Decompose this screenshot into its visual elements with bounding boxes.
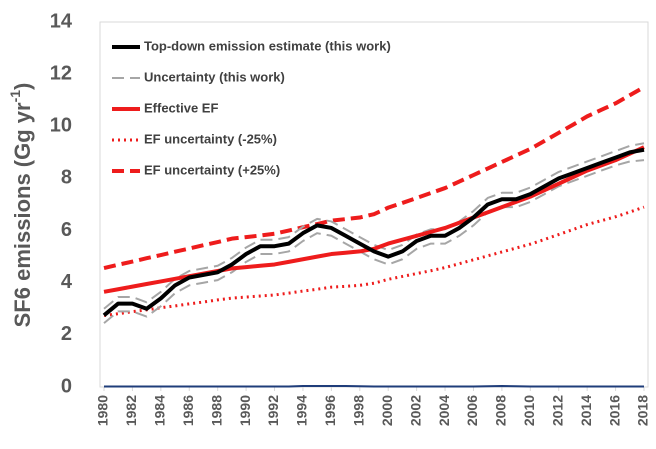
x-tick-label: 1998 bbox=[350, 395, 366, 426]
legend-label: Top-down emission estimate (this work) bbox=[144, 38, 391, 53]
y-axis-title: SF6 emissions (Gg yr-1) bbox=[7, 83, 35, 328]
x-tick-label: 2000 bbox=[379, 395, 395, 426]
y-tick-label: 6 bbox=[61, 219, 72, 241]
x-tick-label: 1980 bbox=[95, 395, 111, 426]
legend-label: Effective EF bbox=[144, 100, 218, 115]
x-tick-label: 2012 bbox=[549, 395, 565, 426]
x-tick-label: 2018 bbox=[635, 395, 651, 426]
x-tick-label: 1984 bbox=[152, 395, 168, 426]
x-tick-label: 2014 bbox=[578, 395, 594, 426]
legend-label: EF uncertainty (-25%) bbox=[144, 131, 277, 146]
y-title-end: ) bbox=[10, 83, 35, 90]
series-line bbox=[103, 142, 645, 310]
legend-label: Uncertainty (this work) bbox=[144, 69, 285, 84]
y-title-sup: -1 bbox=[7, 90, 23, 103]
y-tick-label: 10 bbox=[50, 115, 72, 137]
series-line bbox=[103, 85, 645, 271]
x-tick-label: 1982 bbox=[123, 395, 139, 426]
x-tick-label: 2010 bbox=[521, 395, 537, 426]
series-line bbox=[103, 159, 645, 324]
x-tick-label: 2016 bbox=[606, 395, 622, 426]
x-tick-label: 1986 bbox=[180, 395, 196, 426]
x-tick-label: 1994 bbox=[294, 395, 310, 426]
series-line bbox=[104, 384, 644, 388]
x-tick-label: 1992 bbox=[265, 395, 281, 426]
y-tick-label: 14 bbox=[50, 10, 73, 32]
series-line bbox=[102, 147, 645, 317]
legend-label: EF uncertainty (+25%) bbox=[144, 162, 280, 177]
x-tick-label: 2006 bbox=[464, 395, 480, 426]
series-line bbox=[103, 205, 645, 318]
y-tick-label: 12 bbox=[50, 62, 72, 84]
x-tick-label: 1988 bbox=[208, 395, 224, 426]
y-title-text: SF6 emissions (Gg yr bbox=[10, 102, 35, 327]
x-tick-label: 2008 bbox=[493, 395, 509, 426]
y-tick-label: 0 bbox=[61, 375, 72, 397]
x-tick-label: 2004 bbox=[436, 395, 452, 426]
x-tick-label: 1996 bbox=[322, 395, 338, 426]
x-tick-label: 2002 bbox=[407, 395, 423, 426]
y-tick-label: 2 bbox=[61, 323, 72, 345]
x-tick-label: 1990 bbox=[237, 395, 253, 426]
y-tick-label: 4 bbox=[61, 271, 73, 293]
y-tick-label: 8 bbox=[61, 167, 72, 189]
